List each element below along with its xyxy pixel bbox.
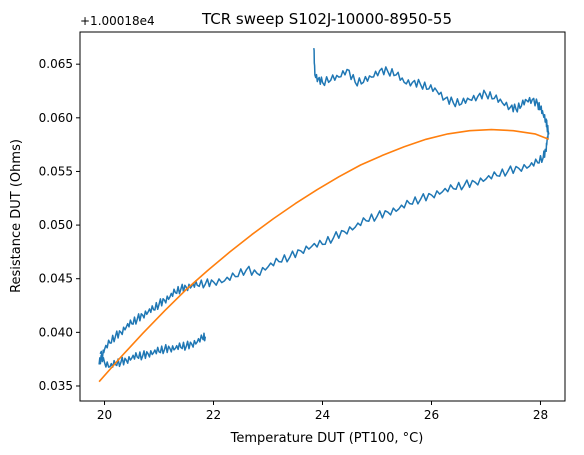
series-line-3 bbox=[98, 128, 549, 383]
y-tick-label: 0.065 bbox=[39, 57, 73, 71]
y-axis-offset-label: +1.00018e4 bbox=[80, 14, 155, 28]
x-axis-label: Temperature DUT (PT100, °C) bbox=[230, 431, 424, 446]
y-axis-ticks: 0.035 0.040 0.045 0.050 0.055 0.060 0.065 bbox=[39, 57, 80, 393]
series-layer bbox=[98, 47, 550, 383]
y-tick-label: 0.040 bbox=[39, 325, 73, 339]
x-tick-label: 20 bbox=[97, 408, 112, 422]
series-line-2 bbox=[99, 332, 207, 368]
chart-title: TCR sweep S102J-10000-8950-55 bbox=[201, 10, 452, 28]
y-tick-label: 0.050 bbox=[39, 218, 73, 232]
y-tick-label: 0.055 bbox=[39, 164, 73, 178]
x-tick-label: 24 bbox=[315, 408, 330, 422]
series-line-1 bbox=[98, 47, 550, 365]
x-tick-label: 28 bbox=[533, 408, 548, 422]
y-tick-label: 0.060 bbox=[39, 111, 73, 125]
x-axis-ticks: 20 22 24 26 28 bbox=[97, 401, 548, 422]
x-tick-label: 22 bbox=[206, 408, 221, 422]
y-tick-label: 0.045 bbox=[39, 272, 73, 286]
x-tick-label: 26 bbox=[424, 408, 439, 422]
y-tick-label: 0.035 bbox=[39, 379, 73, 393]
y-axis-label: Resistance DUT (Ohms) bbox=[9, 139, 24, 293]
